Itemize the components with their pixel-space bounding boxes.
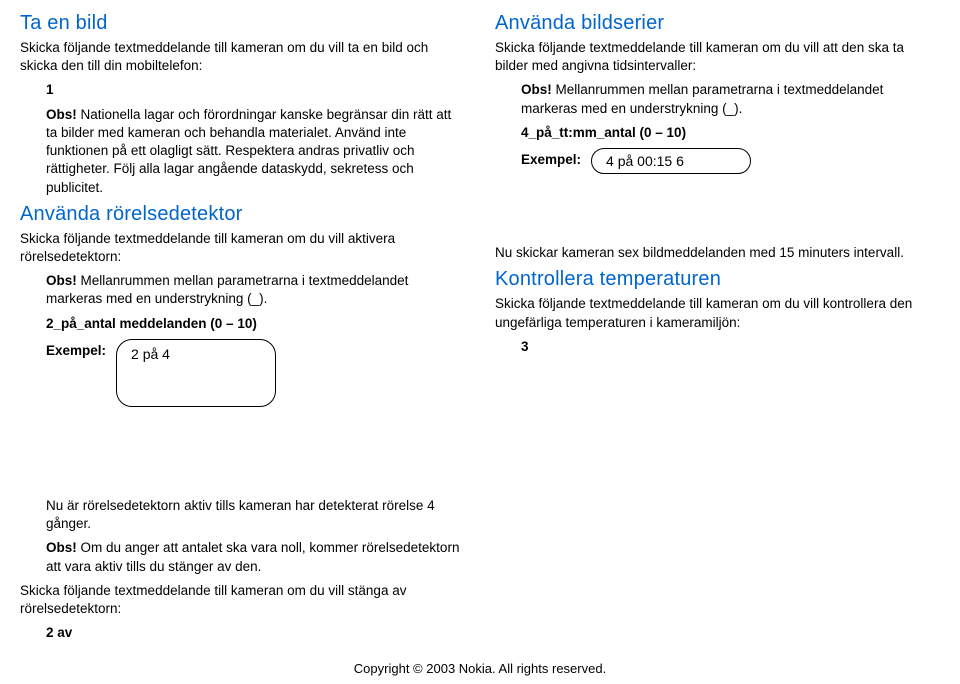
example-label: Exempel: xyxy=(521,148,581,167)
note-text: Nationella lagar och förordningar kanske… xyxy=(46,107,451,195)
para: Skicka följande textmeddelande till kame… xyxy=(495,295,940,331)
right-column: Använda bildserier Skicka följande textm… xyxy=(495,12,940,648)
example-row: Exempel: 2 på 4 xyxy=(46,339,465,407)
example-row: Exempel: 4 på 00:15 6 xyxy=(521,148,940,174)
two-column-layout: Ta en bild Skicka följande textmeddeland… xyxy=(20,12,940,648)
para: Skicka följande textmeddelande till kame… xyxy=(20,582,465,618)
note-label: Obs! xyxy=(46,540,77,555)
para: Nu skickar kameran sex bildmeddelanden m… xyxy=(495,244,940,262)
heading-bildserier: Använda bildserier xyxy=(495,12,940,35)
note-label: Obs! xyxy=(521,82,552,97)
copyright-symbol: © xyxy=(413,661,423,676)
para: Skicka följande textmeddelande till kame… xyxy=(495,39,940,75)
note: Obs! Mellanrummen mellan parametrarna i … xyxy=(521,81,940,117)
code-value: 1 xyxy=(46,81,465,99)
para: Skicka följande textmeddelande till kame… xyxy=(20,39,465,75)
footer-rest: 2003 Nokia. All rights reserved. xyxy=(423,661,607,676)
code-value: 3 xyxy=(521,338,940,356)
note-label: Obs! xyxy=(46,107,77,122)
left-column: Ta en bild Skicka följande textmeddeland… xyxy=(20,12,465,648)
heading-temperatur: Kontrollera temperaturen xyxy=(495,268,940,291)
footer-prefix: Copyright xyxy=(354,661,413,676)
code-value: 2 av xyxy=(46,624,465,642)
note: Obs! Mellanrummen mellan parametrarna i … xyxy=(46,272,465,308)
example-box: 4 på 00:15 6 xyxy=(591,148,751,174)
note: Obs! Nationella lagar och förordningar k… xyxy=(46,106,465,197)
note-text: Mellanrummen mellan parametrarna i textm… xyxy=(46,273,408,306)
para: Nu är rörelsedetektorn aktiv tills kamer… xyxy=(46,497,465,533)
footer-copyright: Copyright © 2003 Nokia. All rights reser… xyxy=(0,661,960,676)
heading-rorelsedetektor: Använda rörelsedetektor xyxy=(20,203,465,226)
example-box: 2 på 4 xyxy=(116,339,276,407)
code-value: 2_på_antal meddelanden (0 – 10) xyxy=(46,315,465,333)
heading-ta-en-bild: Ta en bild xyxy=(20,12,465,35)
para: Skicka följande textmeddelande till kame… xyxy=(20,230,465,266)
example-label: Exempel: xyxy=(46,339,106,358)
note: Obs! Om du anger att antalet ska vara no… xyxy=(46,539,465,575)
code-value: 4_på_tt:mm_antal (0 – 10) xyxy=(521,124,940,142)
note-text: Mellanrummen mellan parametrarna i textm… xyxy=(521,82,883,115)
note-text: Om du anger att antalet ska vara noll, k… xyxy=(46,540,459,573)
bottom-block: Nu är rörelsedetektorn aktiv tills kamer… xyxy=(20,497,465,643)
note-label: Obs! xyxy=(46,273,77,288)
